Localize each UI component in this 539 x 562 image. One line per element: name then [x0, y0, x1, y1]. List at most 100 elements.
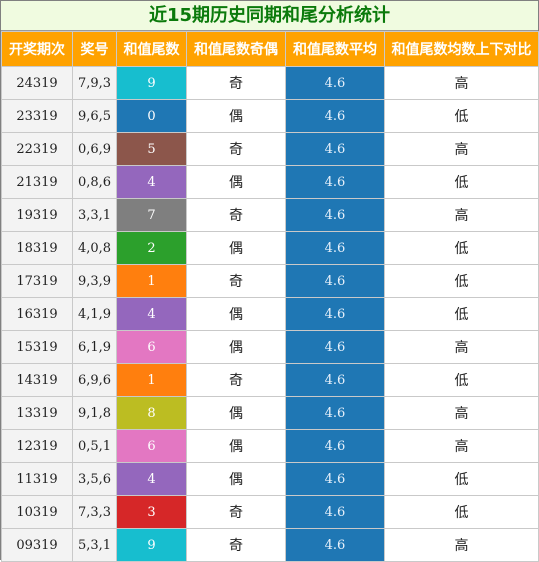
table-row: 15319 6,1,9 6 偶 4.6 高	[1, 330, 539, 364]
sum-tail-cell: 3	[116, 495, 187, 529]
high-low-cell: 低	[384, 165, 539, 199]
average-cell: 4.6	[285, 231, 385, 265]
table-row: 22319 0,6,9 5 奇 4.6 高	[1, 132, 539, 166]
average-cell: 4.6	[285, 363, 385, 397]
col-header-tail-parity: 和值尾数奇偶	[186, 31, 286, 67]
col-header-numbers: 奖号	[72, 31, 117, 67]
table-row: 16319 4,1,9 4 偶 4.6 低	[1, 297, 539, 331]
issue-cell: 19319	[1, 198, 73, 232]
sum-tail-cell: 1	[116, 363, 187, 397]
issue-cell: 14319	[1, 363, 73, 397]
average-cell: 4.6	[285, 66, 385, 100]
high-low-cell: 低	[384, 495, 539, 529]
issue-cell: 18319	[1, 231, 73, 265]
col-header-high-low: 和值尾数均数上下对比	[384, 31, 539, 67]
high-low-cell: 低	[384, 297, 539, 331]
numbers-cell: 0,6,9	[72, 132, 117, 166]
parity-cell: 偶	[186, 99, 286, 133]
table-header-row: 开奖期次 奖号 和值尾数 和值尾数奇偶 和值尾数平均 和值尾数均数上下对比	[1, 31, 539, 67]
high-low-cell: 低	[384, 264, 539, 298]
high-low-cell: 高	[384, 528, 539, 562]
parity-cell: 偶	[186, 165, 286, 199]
history-table: 开奖期次 奖号 和值尾数 和值尾数奇偶 和值尾数平均 和值尾数均数上下对比 24…	[1, 31, 539, 562]
average-cell: 4.6	[285, 330, 385, 364]
sum-tail-cell: 8	[116, 396, 187, 430]
sum-tail-cell: 9	[116, 66, 187, 100]
high-low-cell: 高	[384, 132, 539, 166]
table-row: 17319 9,3,9 1 奇 4.6 低	[1, 264, 539, 298]
sum-tail-cell: 4	[116, 165, 187, 199]
sum-tail-cell: 9	[116, 528, 187, 562]
sum-tail-cell: 5	[116, 132, 187, 166]
average-cell: 4.6	[285, 495, 385, 529]
high-low-cell: 低	[384, 363, 539, 397]
parity-cell: 奇	[186, 198, 286, 232]
average-cell: 4.6	[285, 165, 385, 199]
issue-cell: 23319	[1, 99, 73, 133]
average-cell: 4.6	[285, 396, 385, 430]
sum-tail-cell: 0	[116, 99, 187, 133]
table-row: 24319 7,9,3 9 奇 4.6 高	[1, 66, 539, 100]
numbers-cell: 9,6,5	[72, 99, 117, 133]
numbers-cell: 0,5,1	[72, 429, 117, 463]
sum-tail-cell: 4	[116, 297, 187, 331]
numbers-cell: 7,3,3	[72, 495, 117, 529]
table-body: 24319 7,9,3 9 奇 4.6 高 23319 9,6,5 0 偶 4.6 低 22319 0,6…	[1, 66, 539, 562]
table-row: 13319 9,1,8 8 偶 4.6 高	[1, 396, 539, 430]
sum-tail-cell: 1	[116, 264, 187, 298]
high-low-cell: 高	[384, 396, 539, 430]
parity-cell: 偶	[186, 330, 286, 364]
sum-tail-cell: 7	[116, 198, 187, 232]
table-row: 23319 9,6,5 0 偶 4.6 低	[1, 99, 539, 133]
page-title: 近15期历史同期和尾分析统计	[1, 1, 538, 31]
issue-cell: 17319	[1, 264, 73, 298]
issue-cell: 09319	[1, 528, 73, 562]
high-low-cell: 高	[384, 330, 539, 364]
parity-cell: 奇	[186, 264, 286, 298]
parity-cell: 奇	[186, 66, 286, 100]
sum-tail-cell: 2	[116, 231, 187, 265]
numbers-cell: 9,3,9	[72, 264, 117, 298]
sum-tail-cell: 4	[116, 462, 187, 496]
average-cell: 4.6	[285, 297, 385, 331]
table-row: 18319 4,0,8 2 偶 4.6 低	[1, 231, 539, 265]
issue-cell: 24319	[1, 66, 73, 100]
parity-cell: 偶	[186, 462, 286, 496]
parity-cell: 奇	[186, 495, 286, 529]
issue-cell: 22319	[1, 132, 73, 166]
issue-cell: 10319	[1, 495, 73, 529]
average-cell: 4.6	[285, 198, 385, 232]
issue-cell: 13319	[1, 396, 73, 430]
parity-cell: 偶	[186, 396, 286, 430]
issue-cell: 12319	[1, 429, 73, 463]
table-row: 09319 5,3,1 9 奇 4.6 高	[1, 528, 539, 562]
col-header-issue: 开奖期次	[1, 31, 73, 67]
parity-cell: 偶	[186, 231, 286, 265]
issue-cell: 15319	[1, 330, 73, 364]
col-header-tail-average: 和值尾数平均	[285, 31, 385, 67]
sum-tail-cell: 6	[116, 429, 187, 463]
numbers-cell: 4,1,9	[72, 297, 117, 331]
parity-cell: 偶	[186, 429, 286, 463]
average-cell: 4.6	[285, 462, 385, 496]
high-low-cell: 高	[384, 198, 539, 232]
high-low-cell: 低	[384, 231, 539, 265]
sum-tail-cell: 6	[116, 330, 187, 364]
numbers-cell: 6,9,6	[72, 363, 117, 397]
issue-cell: 16319	[1, 297, 73, 331]
numbers-cell: 7,9,3	[72, 66, 117, 100]
numbers-cell: 0,8,6	[72, 165, 117, 199]
table-row: 12319 0,5,1 6 偶 4.6 高	[1, 429, 539, 463]
high-low-cell: 低	[384, 99, 539, 133]
parity-cell: 奇	[186, 528, 286, 562]
numbers-cell: 3,5,6	[72, 462, 117, 496]
parity-cell: 偶	[186, 297, 286, 331]
average-cell: 4.6	[285, 528, 385, 562]
issue-cell: 21319	[1, 165, 73, 199]
col-header-sum-tail: 和值尾数	[116, 31, 187, 67]
numbers-cell: 9,1,8	[72, 396, 117, 430]
numbers-cell: 5,3,1	[72, 528, 117, 562]
high-low-cell: 高	[384, 66, 539, 100]
numbers-cell: 6,1,9	[72, 330, 117, 364]
